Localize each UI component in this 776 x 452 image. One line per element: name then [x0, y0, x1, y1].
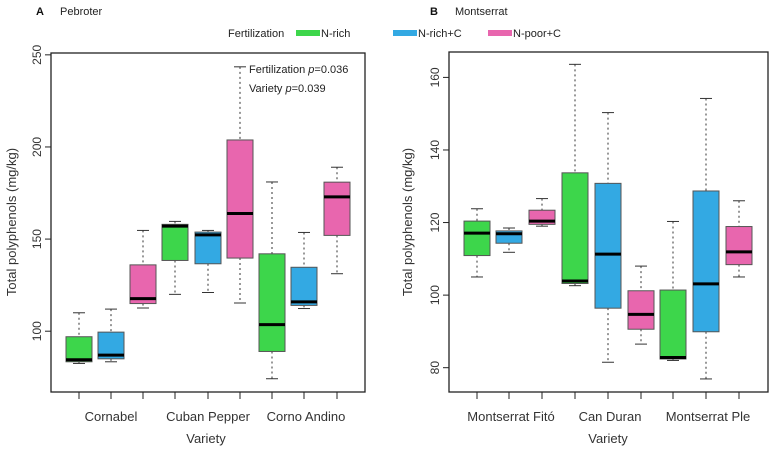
- panel-a-letter: A: [36, 6, 44, 18]
- fertilization-p-annotation: Fertilization p=0.036: [249, 64, 348, 76]
- panel-a-y-tick-label: 200: [30, 137, 44, 157]
- iqr-box: [194, 231, 222, 265]
- panel-a-plot: 100 150 200 250 Cornabel Cuban Pepper Corno An…: [30, 45, 366, 424]
- panel-b-y-tick-label: 80: [428, 361, 442, 375]
- panel-b-box-n-poor-c-2: [725, 200, 753, 278]
- panel-b-box-n-rich-2: [659, 220, 687, 361]
- panel-a-y-axis-title: Total polyphenols (mg/kg): [4, 148, 19, 296]
- panel-b-box-n-rich-c-0: [495, 227, 523, 253]
- panel-b-plot-frame: [448, 51, 769, 393]
- legend: Fertilization N-rich N-rich+C N-poor+C: [228, 28, 561, 40]
- panel-a-box-n-rich-c-1: [194, 229, 222, 294]
- panel-a-y-tick-label: 100: [30, 321, 44, 341]
- iqr-box: [463, 220, 491, 257]
- panel-b-box-n-rich-c-2: [692, 97, 720, 380]
- iqr-box: [659, 289, 687, 360]
- panel-b-category-label: Montserrat Fitó: [467, 409, 554, 424]
- legend-swatch-n-rich-c: [393, 30, 417, 36]
- legend-label-n-poor-c: N-poor+C: [513, 28, 561, 40]
- panel-b-y-tick-label: 100: [428, 285, 442, 305]
- panel-b-category-label: Can Duran: [579, 409, 642, 424]
- panel-b-box-n-rich-c-1: [594, 112, 622, 363]
- panel-b-y-tick-label: 140: [428, 140, 442, 160]
- panel-a-title: Pebroter: [60, 6, 103, 18]
- legend-label-n-rich-c: N-rich+C: [418, 28, 462, 40]
- panel-b-box-n-poor-c-1: [627, 265, 655, 345]
- panel-a-plot-frame: [50, 52, 366, 393]
- iqr-box: [161, 223, 189, 261]
- iqr-box: [258, 253, 286, 352]
- variety-p-annotation: Variety p=0.039: [249, 83, 326, 95]
- panel-a-box-n-rich-1: [161, 220, 189, 295]
- iqr-box: [561, 172, 589, 285]
- panel-a-box-n-poor-c-2: [323, 166, 351, 275]
- panel-b-title: Montserrat: [455, 6, 508, 18]
- panel-b-box-n-rich-1: [561, 63, 589, 287]
- legend-title: Fertilization: [228, 28, 284, 40]
- iqr-box: [226, 139, 254, 259]
- panel-a-category-label: Corno Andino: [267, 409, 346, 424]
- panel-b-box-n-rich-0: [463, 208, 491, 278]
- panel-a-category-label: Cornabel: [85, 409, 138, 424]
- iqr-box: [627, 290, 655, 330]
- panel-a-x-axis-title: Variety: [186, 431, 226, 446]
- iqr-box: [65, 336, 93, 363]
- panel-b-category-label: Montserrat Ple: [666, 409, 751, 424]
- panel-a-box-n-rich-c-0: [97, 308, 125, 363]
- panel-a-y-tick-label: 250: [30, 45, 44, 65]
- panel-a-box-n-poor-c-0: [129, 229, 157, 309]
- legend-swatch-n-poor-c: [488, 30, 512, 36]
- iqr-box: [594, 182, 622, 309]
- panel-a-box-n-rich-2: [258, 181, 286, 380]
- panel-b-y-tick-label: 160: [428, 67, 442, 87]
- panel-a-box-n-poor-c-1: [226, 66, 254, 304]
- panel-a-y-tick-label: 150: [30, 229, 44, 249]
- panel-b-y-tick-label: 120: [428, 212, 442, 232]
- iqr-box: [725, 226, 753, 266]
- iqr-box: [323, 181, 351, 236]
- panel-b-letter: B: [430, 6, 438, 18]
- panel-b-x-axis-title: Variety: [588, 431, 628, 446]
- panel-b-y-axis-title: Total polyphenols (mg/kg): [400, 148, 415, 296]
- iqr-box: [692, 190, 720, 333]
- legend-swatch-n-rich: [296, 30, 320, 36]
- panel-a-category-label: Cuban Pepper: [166, 409, 251, 424]
- panel-b-plot: 80 100 120 140 160 Montserrat Fitó Can Duran Mo…: [428, 51, 769, 424]
- panel-a-box-n-rich-0: [65, 312, 93, 364]
- iqr-box: [290, 266, 318, 306]
- panel-a-box-n-rich-c-2: [290, 231, 318, 310]
- panel-b-box-n-poor-c-0: [528, 198, 556, 227]
- legend-label-n-rich: N-rich: [321, 28, 350, 40]
